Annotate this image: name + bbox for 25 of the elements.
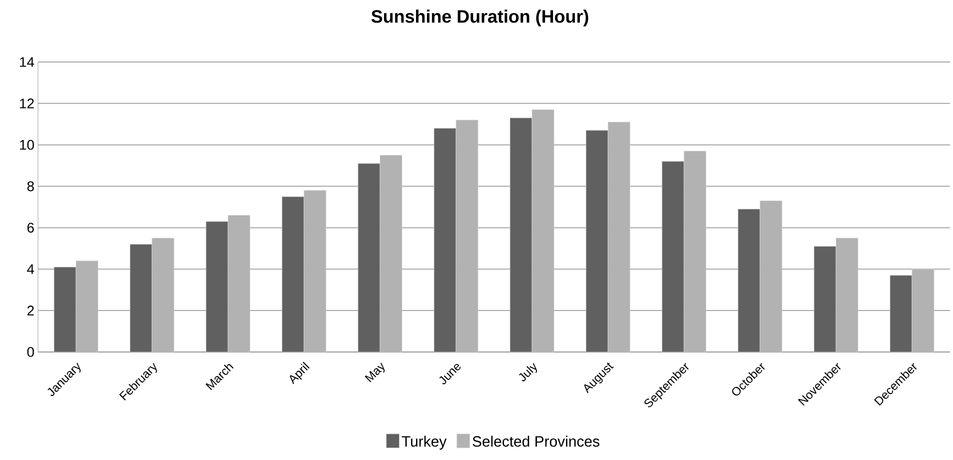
x-tick-label: July (518, 362, 537, 382)
bar (358, 163, 380, 352)
bar (434, 128, 456, 352)
chart-title: Sunshine Duration (Hour) (371, 10, 588, 26)
y-tick-label: 4 (27, 264, 34, 274)
y-tick-label: 2 (27, 306, 34, 316)
legend-label: Turkey (402, 436, 447, 450)
y-tick-label: 0 (27, 347, 34, 357)
bar (54, 266, 76, 352)
bar (130, 244, 152, 352)
x-tick-label: May (364, 362, 385, 382)
bar (510, 118, 532, 352)
bar (890, 275, 912, 352)
bar (814, 246, 836, 352)
y-tick-label: 12 (20, 98, 34, 108)
bar (206, 221, 228, 352)
bar (738, 208, 760, 352)
legend-label: Selected Provinces (472, 436, 600, 447)
y-tick-label: 10 (20, 140, 34, 150)
bar (586, 130, 608, 352)
y-tick-label: 8 (27, 181, 34, 192)
y-tick-label: 6 (27, 222, 34, 233)
bar (282, 196, 304, 352)
bar (662, 161, 684, 352)
y-tick-label: 14 (20, 57, 34, 67)
